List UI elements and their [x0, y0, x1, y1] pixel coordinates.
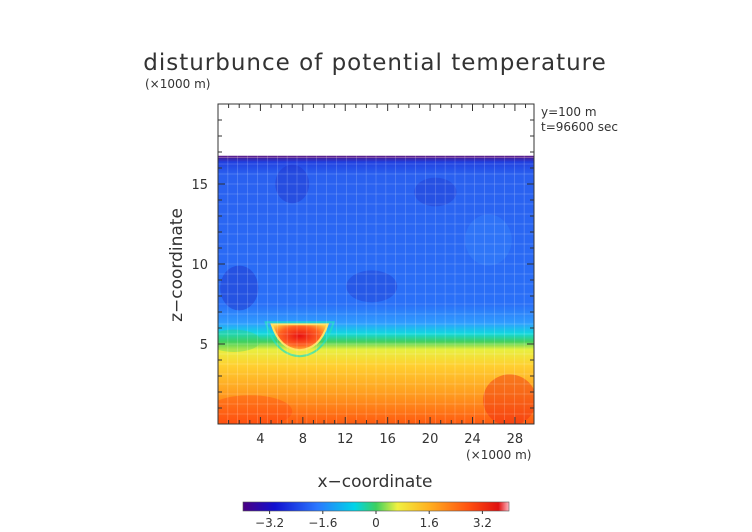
field-patch — [346, 270, 398, 303]
annotation-y-position: y=100 m — [541, 105, 597, 119]
warm-anomaly — [270, 323, 330, 352]
colorbar-tick-label: 0 — [372, 516, 380, 530]
x-tick-label: 16 — [379, 432, 396, 447]
field-patch — [218, 329, 261, 352]
x-tick-label: 28 — [507, 432, 524, 447]
x-tick-label: 8 — [299, 432, 307, 447]
y-unit-label: (×1000 m) — [145, 77, 210, 91]
chart-title: disturbunce of potential temperature — [143, 50, 607, 76]
field-patch — [218, 395, 293, 424]
field-background — [218, 158, 534, 424]
y-axis-label: z−coordinate — [167, 208, 187, 322]
x-axis-label: x−coordinate — [318, 472, 433, 492]
field-patch — [465, 214, 512, 266]
colorbar-ticks: −3.2 −1.6 0 1.6 3.2 — [255, 511, 492, 530]
annotation-time: t=96600 sec — [541, 120, 618, 134]
y-tick-label: 10 — [191, 258, 208, 273]
x-axis: 4 8 12 16 20 24 28 — [228, 104, 527, 447]
y-tick-label: 15 — [191, 178, 208, 193]
field-patch — [220, 265, 259, 311]
colorbar-tick-label: 3.2 — [473, 516, 492, 530]
x-tick-label: 12 — [337, 432, 354, 447]
y-axis: 5 10 15 — [191, 119, 534, 409]
grid-lines — [218, 104, 534, 424]
x-tick-label: 4 — [256, 432, 264, 447]
field-patch — [483, 374, 534, 424]
y-tick-label: 5 — [200, 338, 208, 353]
field-patch — [414, 177, 457, 207]
field-patch — [275, 164, 310, 204]
colorbar-tick-label: 1.6 — [420, 516, 439, 530]
x-tick-label: 24 — [464, 432, 481, 447]
field-details — [218, 155, 534, 424]
x-unit-label: (×1000 m) — [466, 448, 531, 462]
colorbar-tick-label: −1.6 — [308, 516, 337, 530]
colorbar-tick-label: −3.2 — [255, 516, 284, 530]
plot-area — [218, 104, 534, 424]
x-tick-label: 20 — [422, 432, 439, 447]
colorbar — [242, 501, 510, 512]
anomaly-ring — [264, 321, 335, 358]
